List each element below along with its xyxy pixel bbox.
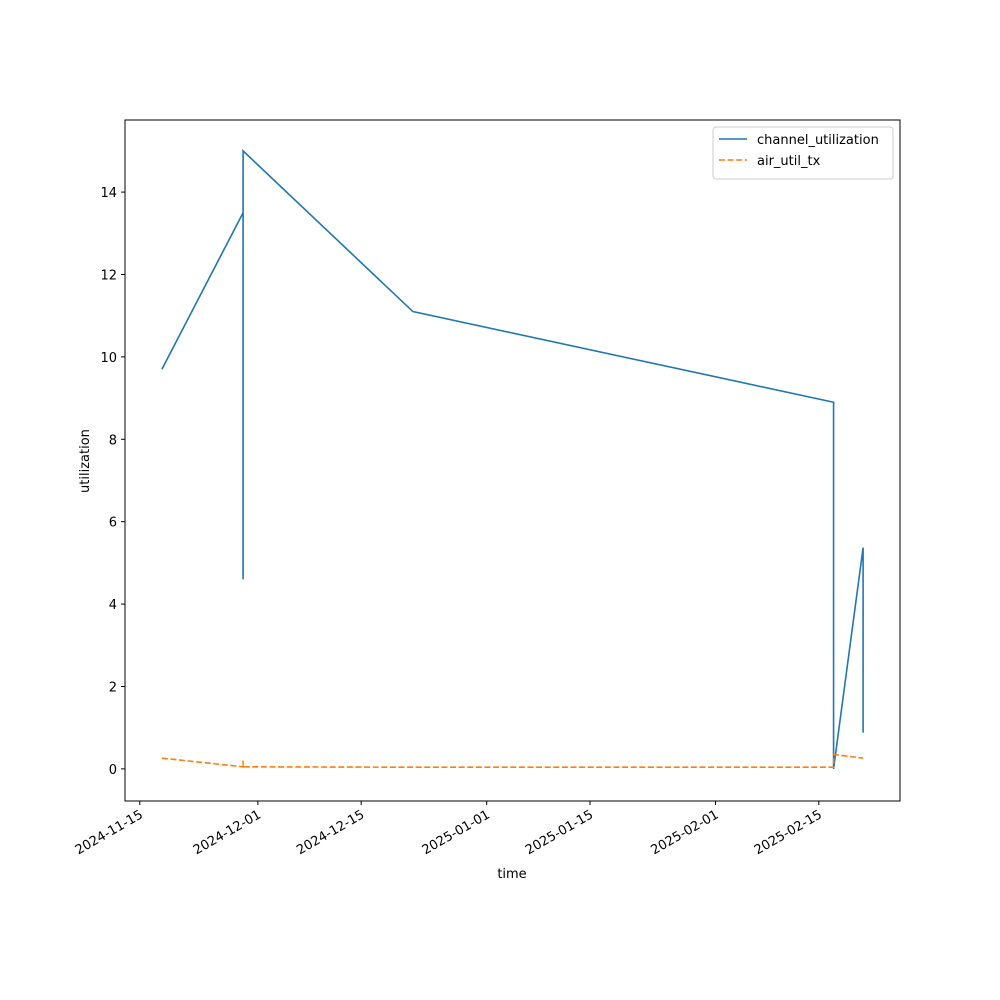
y-tick-label: 12 bbox=[100, 268, 117, 283]
y-tick-label: 2 bbox=[109, 680, 117, 695]
y-tick-label: 4 bbox=[109, 598, 117, 613]
plot-frame bbox=[124, 119, 901, 802]
y-tick-label: 10 bbox=[100, 351, 117, 366]
y-tick-label: 0 bbox=[109, 763, 117, 778]
legend-label: channel_utilization bbox=[757, 133, 879, 148]
y-axis-label: utilization bbox=[78, 429, 93, 493]
line-series bbox=[161, 149, 864, 769]
y-tick-label: 6 bbox=[109, 516, 117, 531]
legend-box bbox=[712, 126, 894, 180]
x-axis-label: time bbox=[497, 867, 526, 882]
legend-label: air_util_tx bbox=[757, 154, 821, 169]
y-tick-label: 14 bbox=[100, 186, 117, 201]
y-tick-label: 8 bbox=[109, 433, 117, 448]
line-series bbox=[161, 753, 864, 769]
